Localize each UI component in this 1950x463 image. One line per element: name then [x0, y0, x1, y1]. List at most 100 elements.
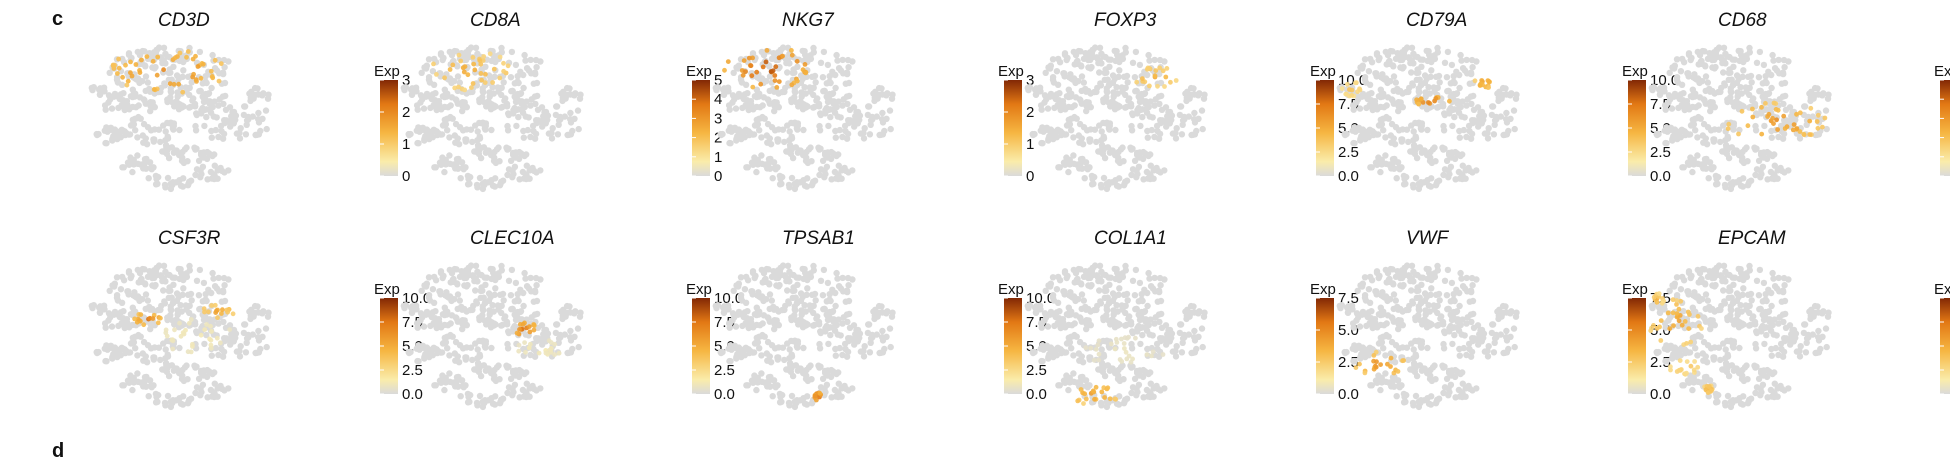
cell-point-expressing: [1145, 67, 1150, 72]
cell-point: [762, 276, 768, 282]
cell-point: [1688, 122, 1694, 128]
cell-point: [161, 263, 167, 269]
cell-point: [798, 290, 804, 296]
cell-point-expressing: [210, 74, 215, 79]
cell-point: [867, 131, 873, 137]
cell-point: [1757, 49, 1763, 55]
cell-point: [216, 275, 222, 281]
cell-point: [189, 97, 195, 103]
cell-point: [256, 119, 262, 125]
cell-point: [754, 104, 760, 110]
background-cells: [401, 44, 584, 192]
cell-point: [758, 134, 764, 140]
next-panel-label: d: [52, 440, 64, 463]
background-cells: [1337, 44, 1520, 192]
cell-point-expressing: [1414, 97, 1419, 102]
cell-point-expressing: [517, 327, 522, 332]
cell-point: [1039, 325, 1045, 331]
cell-point: [1410, 184, 1416, 190]
cell-point: [1722, 51, 1728, 57]
cell-point: [862, 125, 868, 131]
cell-point: [105, 99, 111, 105]
cell-point-expressing: [194, 79, 199, 84]
cell-point: [1477, 116, 1483, 122]
cell-point: [218, 346, 224, 352]
cell-point: [1428, 67, 1434, 73]
cell-point: [488, 345, 494, 351]
cell-point-expressing: [456, 85, 461, 90]
cell-point: [529, 96, 535, 102]
cell-point: [820, 376, 826, 382]
cell-point: [567, 328, 573, 334]
cell-point: [162, 269, 168, 275]
cell-point: [125, 377, 131, 383]
cell-point: [430, 286, 436, 292]
cell-point: [887, 107, 893, 113]
cell-point: [255, 328, 261, 334]
cell-point: [1485, 135, 1491, 141]
cell-point: [126, 52, 132, 58]
cell-point: [838, 332, 844, 338]
cell-point: [1116, 175, 1122, 181]
cell-point-expressing: [1340, 86, 1345, 91]
cell-point: [1707, 159, 1713, 165]
cell-point: [810, 45, 816, 51]
cell-point: [1383, 75, 1389, 81]
cell-point: [1434, 45, 1440, 51]
cell-point-expressing: [172, 327, 177, 332]
cell-point: [1498, 113, 1504, 119]
cell-point: [1420, 57, 1426, 63]
cell-point: [824, 151, 830, 157]
cell-point: [779, 307, 785, 313]
cell-point: [444, 345, 450, 351]
cell-point: [843, 299, 849, 305]
cell-point: [1802, 103, 1808, 109]
cell-point: [879, 110, 885, 116]
cell-point: [1193, 128, 1199, 134]
cell-point: [1766, 150, 1772, 156]
cell-point: [1709, 166, 1715, 172]
cell-point: [1713, 50, 1719, 56]
cell-point: [103, 342, 109, 348]
cell-point: [881, 128, 887, 134]
cell-point: [264, 344, 270, 350]
cell-point: [119, 127, 125, 133]
cell-point: [508, 74, 514, 80]
cell-point: [458, 175, 464, 181]
cell-point: [1408, 69, 1414, 75]
cell-point-expressing: [1147, 84, 1152, 89]
cell-point: [457, 297, 463, 303]
cell-point: [1081, 297, 1087, 303]
cell-point: [767, 88, 773, 94]
cell-point: [1686, 52, 1692, 58]
cell-point: [816, 172, 822, 178]
cell-point: [812, 178, 818, 184]
cell-point: [1136, 298, 1142, 304]
cell-point: [1403, 174, 1409, 180]
cell-point: [225, 167, 231, 173]
cell-point-expressing: [190, 75, 195, 80]
cell-point: [872, 307, 878, 313]
cell-point-expressing: [190, 344, 195, 349]
cell-point: [437, 159, 443, 165]
cell-point-expressing: [461, 65, 466, 70]
cell-point: [846, 336, 852, 342]
cell-point: [1695, 75, 1701, 81]
cell-point: [832, 387, 838, 393]
cell-point: [1110, 72, 1116, 78]
cell-point: [135, 293, 141, 299]
cell-point-expressing: [227, 327, 232, 332]
cell-point: [779, 89, 785, 95]
cell-point: [1705, 79, 1711, 85]
cell-point: [1749, 79, 1755, 85]
cell-point: [529, 165, 535, 171]
cell-point: [242, 321, 248, 327]
cell-point: [1694, 134, 1700, 140]
cell-point: [248, 307, 254, 313]
cell-point-expressing: [184, 55, 189, 60]
cell-point-expressing: [1759, 105, 1764, 110]
cell-point: [89, 87, 95, 93]
cell-point: [554, 321, 560, 327]
cell-point: [1133, 168, 1139, 174]
cell-point: [837, 127, 843, 133]
